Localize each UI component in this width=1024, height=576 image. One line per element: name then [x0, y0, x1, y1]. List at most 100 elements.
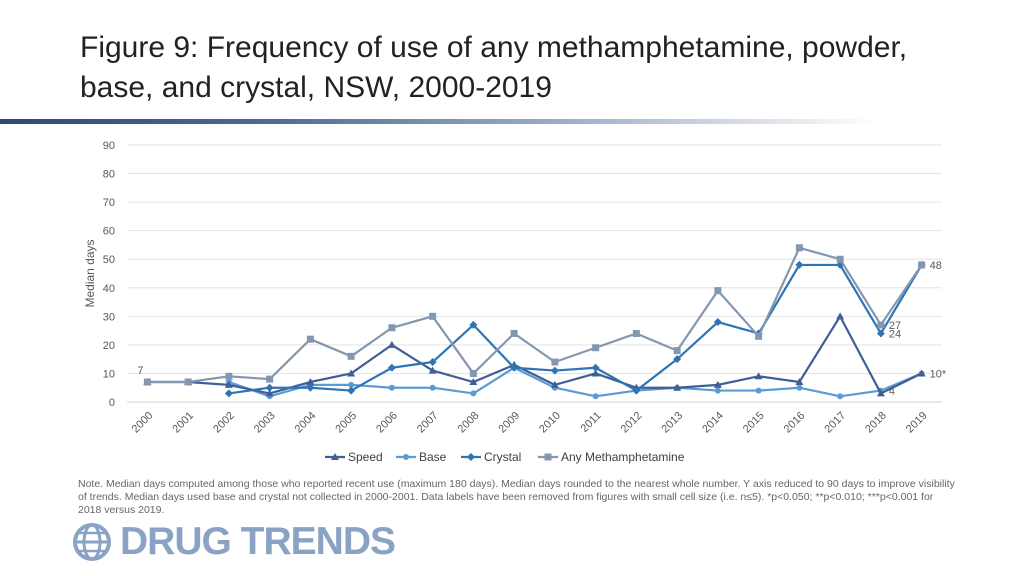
y-tick-label: 30: [103, 311, 115, 323]
legend-marker-speed: [331, 453, 339, 460]
y-tick-label: 70: [103, 197, 115, 209]
legend-label-any-methamphetamine: Any Methamphetamine: [561, 450, 685, 464]
x-tick-label: 2011: [579, 410, 604, 435]
data-point-crystal: [632, 386, 641, 395]
data-point-crystal: [673, 355, 682, 364]
data-point-base: [592, 393, 599, 400]
data-point-speed: [836, 312, 845, 320]
data-point-any-methamphetamine: [469, 369, 477, 377]
drug-trends-logo: DRUG TRENDS: [70, 522, 396, 562]
data-point-crystal: [876, 329, 885, 338]
y-tick-label: 10: [103, 368, 115, 380]
data-label: 27: [889, 320, 901, 332]
data-point-speed: [917, 369, 926, 377]
data-point-crystal: [347, 386, 356, 395]
data-point-crystal: [224, 389, 233, 398]
x-tick-label: 2008: [456, 410, 482, 436]
data-label: 4: [889, 386, 895, 398]
series-line-any-methamphetamine: [147, 246, 923, 384]
legend-marker-crystal: [467, 453, 475, 461]
chart-note: Note. Median days computed among those w…: [78, 478, 955, 516]
data-point-crystal: [591, 363, 600, 372]
legend-label-crystal: Crystal: [484, 450, 521, 464]
data-point-any-methamphetamine: [877, 321, 885, 329]
x-tick-label: 2016: [782, 410, 808, 436]
data-point-any-methamphetamine: [795, 244, 803, 252]
data-point-any-methamphetamine: [429, 312, 437, 320]
data-point-speed: [754, 372, 763, 380]
x-tick-label: 2017: [822, 410, 848, 436]
data-point-speed: [550, 380, 559, 388]
data-point-base: [837, 393, 844, 400]
data-point-speed: [347, 369, 356, 377]
data-point-any-methamphetamine: [306, 335, 314, 343]
data-point-any-methamphetamine: [388, 324, 396, 332]
data-label: 24: [889, 328, 901, 340]
data-point-crystal: [795, 260, 804, 269]
data-label: 7: [137, 365, 143, 377]
series-line-crystal: [228, 263, 923, 395]
data-point-base: [796, 384, 803, 391]
data-point-base: [755, 387, 762, 394]
data-point-speed: [387, 340, 396, 348]
y-tick-label: 90: [103, 140, 115, 152]
data-point-any-methamphetamine: [714, 287, 722, 295]
data-point-speed: [713, 380, 722, 388]
x-tick-label: 2019: [904, 410, 930, 436]
data-point-speed: [591, 369, 600, 377]
data-point-any-methamphetamine: [592, 344, 600, 352]
data-point-base: [714, 387, 721, 394]
data-point-any-methamphetamine: [673, 347, 681, 355]
data-point-crystal: [428, 358, 437, 367]
x-tick-label: 2006: [374, 410, 400, 436]
data-point-base: [470, 390, 477, 397]
data-point-speed: [795, 378, 804, 386]
data-point-base: [348, 381, 355, 388]
data-point-base: [388, 384, 395, 391]
data-point-any-methamphetamine: [510, 329, 518, 337]
data-point-any-methamphetamine: [551, 358, 559, 366]
data-point-crystal: [469, 320, 478, 329]
x-tick-label: 2001: [170, 410, 196, 436]
x-tick-label: 2002: [211, 410, 237, 436]
series-line-speed: [147, 315, 923, 395]
y-tick-label: 40: [103, 283, 115, 295]
data-point-any-methamphetamine: [632, 329, 640, 337]
x-tick-label: 2015: [741, 410, 767, 436]
data-point-any-methamphetamine: [143, 378, 151, 386]
data-point-any-methamphetamine: [266, 375, 274, 383]
x-tick-label: 2014: [700, 410, 726, 436]
data-point-crystal: [550, 366, 559, 375]
x-tick-label: 2018: [863, 410, 889, 436]
data-point-speed: [876, 389, 885, 397]
x-tick-label: 2007: [415, 410, 441, 436]
data-point-speed: [428, 366, 437, 374]
data-point-crystal: [306, 383, 315, 392]
series-line-base: [228, 366, 923, 398]
y-tick-label: 60: [103, 226, 115, 238]
x-tick-label: 2000: [130, 410, 156, 436]
legend-marker-any-methamphetamine: [544, 453, 552, 461]
legend-label-base: Base: [419, 450, 447, 464]
page-title: Figure 9: Frequency of use of any metham…: [80, 31, 908, 104]
data-point-crystal: [265, 383, 274, 392]
data-point-any-methamphetamine: [755, 332, 763, 340]
data-point-crystal: [387, 363, 396, 372]
x-tick-label: 2013: [659, 410, 685, 436]
x-tick-label: 2004: [293, 410, 319, 436]
data-point-speed: [469, 378, 478, 386]
x-tick-label: 2010: [537, 410, 563, 436]
y-tick-label: 80: [103, 169, 115, 181]
globe-icon: [73, 523, 111, 561]
x-tick-label: 2012: [619, 410, 645, 436]
x-tick-label: 2003: [252, 410, 278, 436]
data-point-any-methamphetamine: [918, 261, 926, 269]
data-point-any-methamphetamine: [836, 255, 844, 263]
data-label: 48: [930, 260, 942, 272]
y-tick-label: 0: [109, 397, 115, 409]
data-point-crystal: [510, 363, 519, 372]
data-point-any-methamphetamine: [225, 372, 233, 380]
x-tick-label: 2009: [496, 410, 522, 436]
data-point-speed: [265, 389, 274, 397]
legend-label-speed: Speed: [348, 450, 383, 464]
